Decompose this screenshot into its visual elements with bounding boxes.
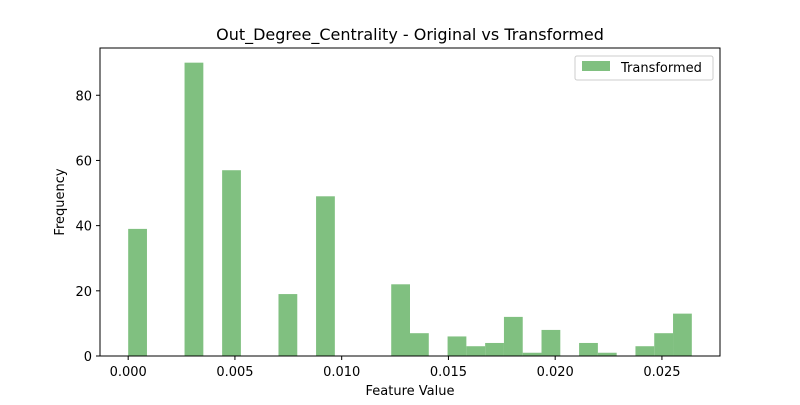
y-tick-label: 0 [84,350,92,365]
y-tick-label: 40 [75,220,92,235]
legend-swatch [582,61,610,71]
histogram-bar [579,342,598,356]
histogram-bar [597,352,617,356]
y-tick-label: 20 [75,285,92,300]
histogram-bar [316,196,335,356]
histogram-bar [391,284,410,356]
legend: Transformed [574,55,714,81]
x-axis-ticks: 0.000 0.005 0.010 0.015 0.020 0.025 [110,356,681,380]
y-tick-label: 60 [75,154,92,169]
legend-label: Transformed [620,61,702,76]
plot-frame [99,47,721,357]
histogram-bar [673,313,692,356]
y-axis-label: Frequency [53,168,68,235]
x-tick-label: 0.025 [643,365,680,380]
histogram-bar [635,346,655,356]
histogram-bar [410,333,429,356]
histogram-bar [128,228,147,356]
x-tick-label: 0.005 [216,365,253,380]
histogram-bar [278,294,298,356]
y-axis-ticks: 0 20 40 60 80 [75,89,100,365]
x-tick-label: 0.010 [323,365,360,380]
histogram-bar [522,352,542,356]
histogram-bar [447,336,467,356]
histogram-bar [503,316,523,356]
bars-group [128,62,692,357]
histogram-bar [222,170,241,356]
histogram-bar [654,333,674,356]
histogram-bar [485,342,504,356]
x-tick-label: 0.000 [110,365,147,380]
histogram-bar [184,62,204,357]
histogram-bar [466,346,486,356]
x-axis-label: Feature Value [366,384,455,399]
y-tick-label: 80 [75,89,92,104]
x-tick-label: 0.020 [537,365,574,380]
chart-title: Out_Degree_Centrality - Original vs Tran… [216,25,604,45]
histogram-bar [541,329,561,356]
x-tick-label: 0.015 [430,365,467,380]
